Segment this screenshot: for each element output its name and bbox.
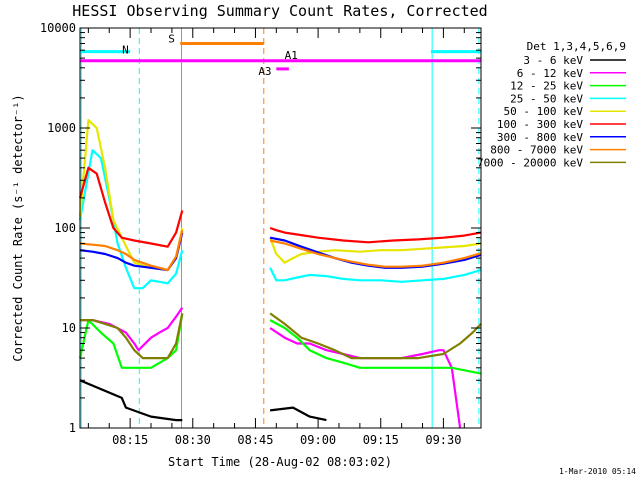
status-bar-label: A3: [258, 65, 271, 78]
legend-label: 300 - 800 keV: [497, 131, 583, 144]
series-line-5-0: [78, 166, 184, 248]
series-line-2-0: [78, 313, 184, 369]
legend-label: 6 - 12 keV: [517, 67, 584, 80]
chart-title: HESSI Observing Summary Count Rates, Cor…: [72, 2, 487, 20]
series-line-5-1: [269, 226, 482, 244]
status-bar-label: A1: [285, 49, 298, 62]
y-axis-label: Corrected Count Rate (s⁻¹ detector⁻¹): [11, 94, 25, 361]
y-tick-label: 100: [54, 221, 76, 235]
y-tick-label: 1: [69, 421, 76, 435]
x-tick-label: 08:45: [237, 433, 273, 447]
series-line-4-1: [269, 237, 482, 264]
series-line-8-0: [80, 313, 184, 360]
legend-label: 12 - 25 keV: [510, 80, 583, 93]
footer-timestamp: 1-Mar-2010 05:14: [559, 467, 636, 476]
x-tick-label: 09:15: [363, 433, 399, 447]
legend-label: 800 - 7000 keV: [490, 144, 583, 157]
status-bar-label: S: [168, 32, 175, 45]
series-line-7-1: [269, 239, 482, 268]
axes: 1 10 100 1000 10000 08:15 08:30 08:45 09:00 09:15…: [40, 21, 481, 447]
series-line-1-1: [269, 327, 462, 429]
legend-label: 50 - 100 keV: [504, 105, 584, 118]
series-line-7-0: [79, 229, 184, 272]
x-tick-label: 08:30: [175, 433, 211, 447]
x-tick-label: 08:15: [112, 433, 148, 447]
x-axis-label: Start Time (28-Aug-02 08:03:02): [168, 455, 392, 469]
series-line-8-1: [269, 312, 482, 360]
legend-label: 7000 - 20000 keV: [477, 156, 583, 169]
status-bar-label: N: [122, 44, 129, 57]
y-tick-label: 10000: [40, 21, 76, 35]
legend-label: 25 - 50 keV: [510, 92, 583, 105]
series-line-6-0: [79, 232, 184, 272]
series-line-3-0: [78, 149, 184, 290]
y-tick-label: 10: [62, 321, 76, 335]
legend-label: 3 - 6 keV: [523, 54, 583, 67]
x-tick-label: 09:30: [425, 433, 461, 447]
series-line-3-1: [269, 267, 482, 283]
x-tick-label: 09:00: [300, 433, 336, 447]
series-line-0-0: [79, 379, 183, 422]
legend-title: Det 1,3,4,5,6,9: [527, 40, 626, 53]
y-tick-label: 1000: [47, 121, 76, 135]
plot-area: N S A1 A3: [78, 28, 482, 429]
series-line-2-1: [269, 319, 482, 375]
legend-label: 100 - 300 keV: [497, 118, 583, 131]
